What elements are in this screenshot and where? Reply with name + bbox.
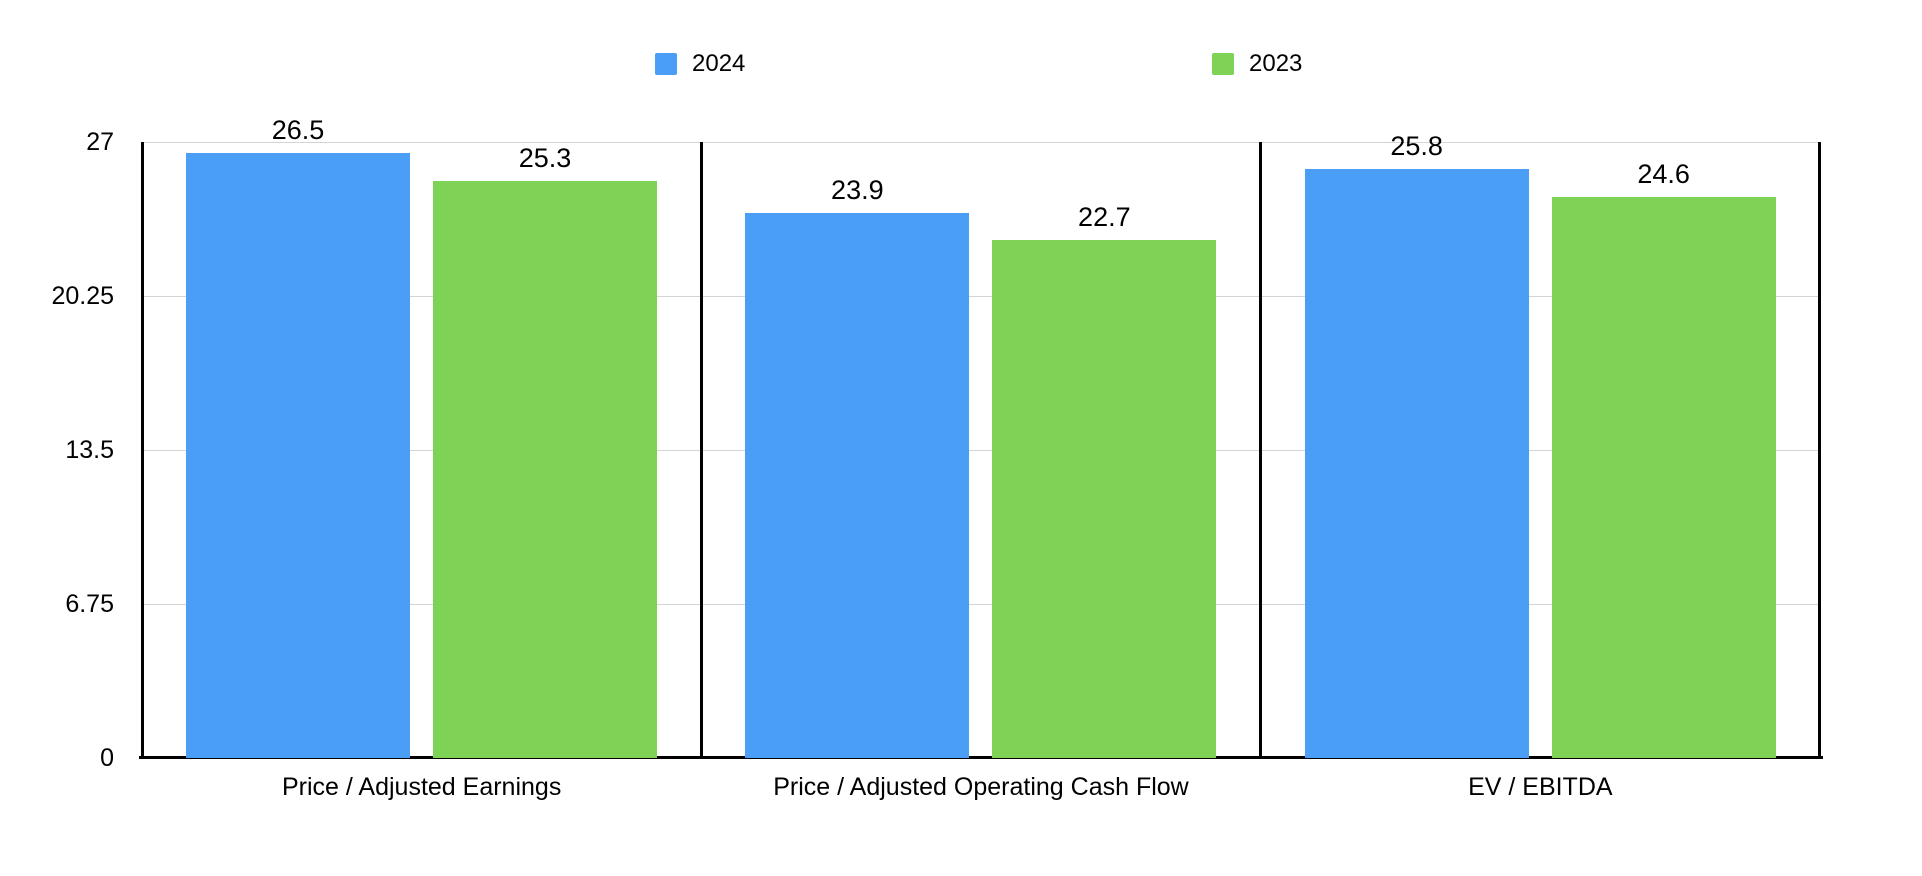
bar-2023 xyxy=(433,180,657,758)
category-panel: 26.5 25.3 Price / Adjusted Earnings xyxy=(142,117,701,801)
panel-separator xyxy=(699,142,703,758)
bar-2023 xyxy=(992,240,1217,758)
legend-item-2023: 2023 xyxy=(1212,50,1303,77)
bar-2023 xyxy=(1551,196,1776,758)
legend-item-2024: 2024 xyxy=(655,50,746,77)
x-category-label: EV / EBITDA xyxy=(1468,773,1613,801)
bar-value-label: 25.3 xyxy=(518,142,572,173)
bar-value-label: 23.9 xyxy=(831,174,884,205)
y-tick-label: 20.25 xyxy=(51,282,114,310)
x-category-label: Price / Adjusted Operating Cash Flow xyxy=(773,773,1189,801)
y-tick-label: 13.5 xyxy=(65,436,114,464)
bar-value-label: 25.8 xyxy=(1390,131,1443,162)
chart-right-border xyxy=(1818,142,1821,758)
panel-separator xyxy=(1259,142,1263,758)
legend-label-2023: 2023 xyxy=(1249,50,1303,77)
bar-2024 xyxy=(1304,169,1529,758)
bar-value-label: 26.5 xyxy=(271,115,325,146)
y-tick-label: 6.75 xyxy=(65,590,114,618)
bar-2024 xyxy=(186,153,410,758)
legend-label-2024: 2024 xyxy=(692,50,746,77)
x-axis-line xyxy=(139,756,1823,759)
legend-swatch-2023 xyxy=(1212,53,1234,75)
category-panel: 23.9 22.7 Price / Adjusted Operating Cash … xyxy=(701,142,1260,801)
gridline xyxy=(142,142,1820,143)
gridline xyxy=(142,604,1820,605)
y-axis-line xyxy=(141,142,144,758)
y-tick-label: 0 xyxy=(100,744,114,772)
gridline xyxy=(142,450,1820,451)
x-category-label: Price / Adjusted Earnings xyxy=(282,773,562,801)
bar-value-label: 22.7 xyxy=(1078,202,1131,233)
y-tick-label: 27 xyxy=(86,128,114,156)
bar-2024 xyxy=(745,212,970,758)
bar-value-label: 24.6 xyxy=(1637,158,1690,189)
category-panel: 25.8 24.6 EV / EBITDA xyxy=(1261,133,1820,801)
legend-swatch-2024 xyxy=(655,53,677,75)
plot-area: 26.5 25.3 Price / Adjusted Earnings 23.9 22.… xyxy=(139,117,1823,801)
gridline xyxy=(142,296,1820,297)
